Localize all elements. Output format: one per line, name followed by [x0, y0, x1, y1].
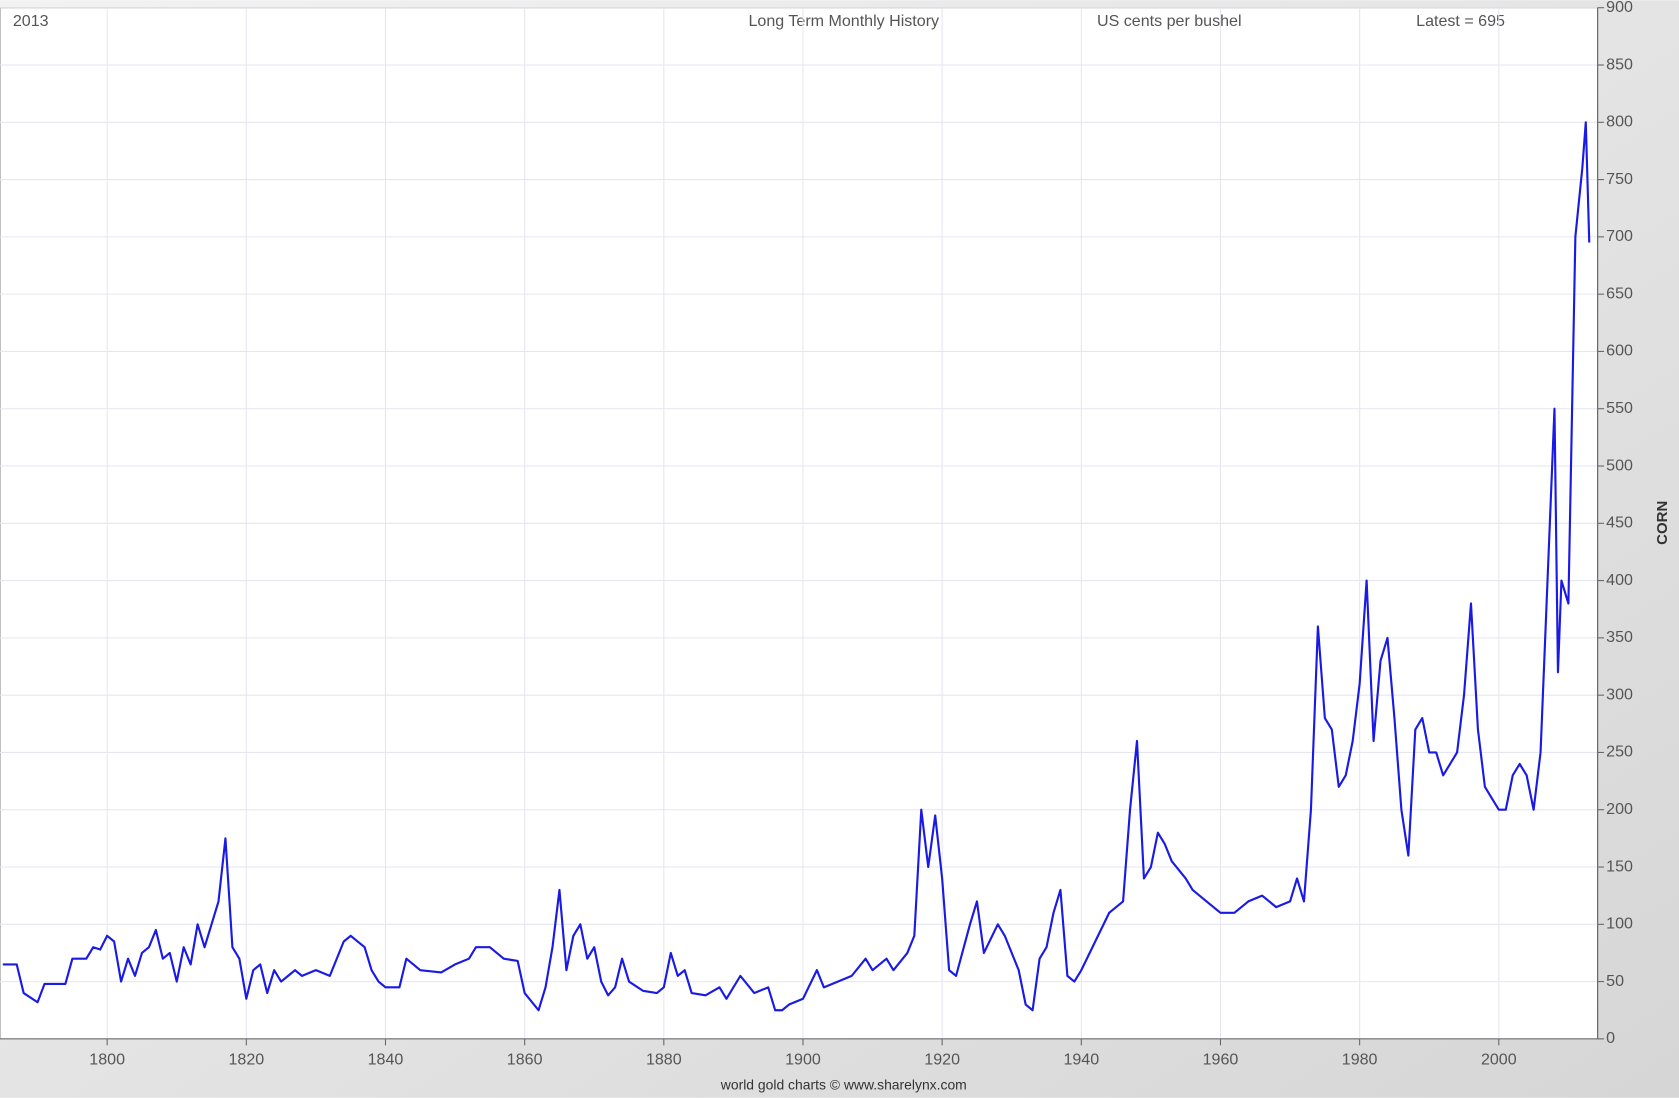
- x-tick-label: 1900: [785, 1051, 821, 1069]
- y-tick-label: 550: [1606, 399, 1633, 417]
- y-tick-label: 850: [1606, 55, 1633, 73]
- y-tick-label: 0: [1606, 1029, 1615, 1047]
- y-tick-label: 250: [1606, 743, 1633, 761]
- y-tick-label: 600: [1606, 342, 1633, 360]
- y-axis-label: CORN: [1654, 501, 1671, 545]
- y-tick-label: 900: [1606, 0, 1633, 16]
- x-tick-label: 1960: [1203, 1051, 1239, 1069]
- latest-label: Latest = 695: [1416, 12, 1505, 30]
- x-tick-label: 1820: [228, 1051, 264, 1069]
- y-tick-label: 650: [1606, 284, 1633, 302]
- x-tick-label: 1800: [89, 1051, 125, 1069]
- y-tick-label: 150: [1606, 857, 1633, 875]
- x-tick-label: 1920: [924, 1051, 960, 1069]
- y-tick-label: 100: [1606, 915, 1633, 933]
- y-tick-label: 350: [1606, 628, 1633, 646]
- chart-subtitle: US cents per bushel: [1097, 12, 1242, 30]
- x-tick-label: 1860: [507, 1051, 543, 1069]
- y-tick-label: 800: [1606, 113, 1633, 131]
- y-tick-label: 700: [1606, 227, 1633, 245]
- price-line: [2, 121, 1591, 1012]
- x-tick-label: 1840: [368, 1051, 404, 1069]
- y-tick-label: 500: [1606, 456, 1633, 474]
- source: world gold charts © www.sharelynx.com: [720, 1077, 967, 1093]
- x-tick-label: 2000: [1481, 1051, 1517, 1069]
- x-tick-label: 1940: [1063, 1051, 1099, 1069]
- y-tick-label: 400: [1606, 571, 1633, 589]
- x-tick-label: 1980: [1342, 1051, 1378, 1069]
- chart-title: Long Term Monthly History: [749, 12, 940, 30]
- y-tick-label: 750: [1606, 170, 1633, 188]
- x-tick-label: 1880: [646, 1051, 682, 1069]
- year-label: 2013: [13, 12, 49, 30]
- y-tick-label: 200: [1606, 800, 1633, 818]
- y-tick-label: 50: [1606, 972, 1624, 990]
- y-tick-label: 300: [1606, 685, 1633, 703]
- y-tick-label: 450: [1606, 514, 1633, 532]
